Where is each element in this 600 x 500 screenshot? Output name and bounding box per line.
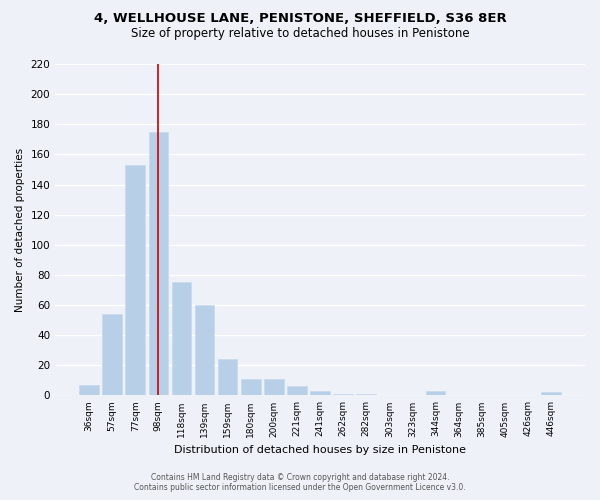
- Bar: [334, 394, 353, 396]
- Bar: [426, 391, 445, 396]
- Bar: [103, 314, 122, 396]
- Bar: [541, 392, 561, 396]
- Y-axis label: Number of detached properties: Number of detached properties: [15, 148, 25, 312]
- Bar: [125, 165, 145, 396]
- Bar: [218, 360, 238, 396]
- Bar: [356, 394, 376, 396]
- Text: Contains HM Land Registry data © Crown copyright and database right 2024.
Contai: Contains HM Land Registry data © Crown c…: [134, 473, 466, 492]
- Text: 4, WELLHOUSE LANE, PENISTONE, SHEFFIELD, S36 8ER: 4, WELLHOUSE LANE, PENISTONE, SHEFFIELD,…: [94, 12, 506, 26]
- Bar: [310, 391, 330, 396]
- Bar: [264, 379, 284, 396]
- Text: Size of property relative to detached houses in Penistone: Size of property relative to detached ho…: [131, 28, 469, 40]
- Bar: [172, 282, 191, 396]
- Bar: [195, 305, 214, 396]
- Bar: [287, 386, 307, 396]
- Bar: [79, 385, 99, 396]
- Text: 4 WELLHOUSE LANE: 98sqm
← 35% of detached houses are smaller (203)
64% of semi-d: 4 WELLHOUSE LANE: 98sqm ← 35% of detache…: [0, 499, 1, 500]
- Bar: [149, 132, 168, 396]
- X-axis label: Distribution of detached houses by size in Penistone: Distribution of detached houses by size …: [174, 445, 466, 455]
- Bar: [241, 379, 260, 396]
